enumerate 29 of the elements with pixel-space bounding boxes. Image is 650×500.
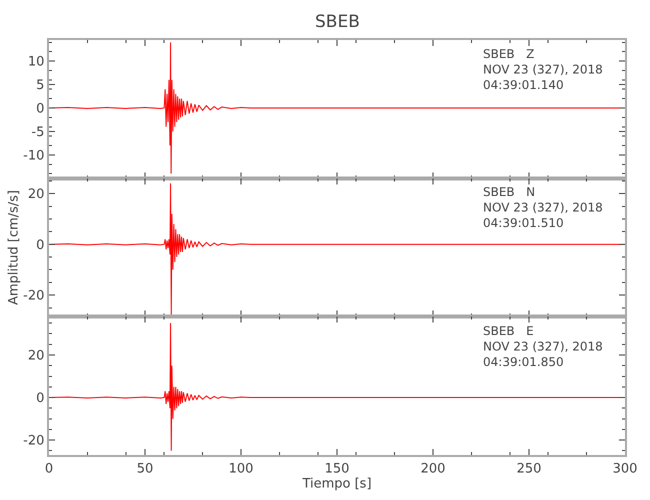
x-tick-label: 150 [324,462,350,477]
chart-title: SBEB [315,12,360,32]
annotation: NOV 23 (327), 2018 [483,200,603,215]
annotation: SBEB E [483,324,534,338]
x-tick-label: 50 [136,462,154,477]
x-tick-label: 200 [420,462,446,477]
annotation: SBEB Z [483,47,534,61]
y-tick-label: 5 [36,78,44,94]
annotation: 04:39:01.140 [483,78,564,92]
y-tick-label: 20 [28,187,44,202]
y-tick-label: 10 [28,54,44,70]
y-tick-label: 20 [28,348,44,364]
annotation: SBEB N [483,185,536,199]
annotation: 04:39:01.850 [483,355,564,370]
x-tick-label: 300 [612,462,638,477]
annotation: NOV 23 (327), 2018 [483,340,603,354]
y-tick-label: 0 [36,391,44,406]
y-tick-label: -20 [23,288,44,304]
y-tick-label: -20 [23,434,44,449]
y-axis-title: Amplitud [cm/s/s] [6,190,22,306]
y-tick-label: -5 [31,124,44,140]
x-tick-label: 100 [228,462,254,477]
x-tick-label: 250 [516,462,542,477]
y-tick-label: -10 [23,148,44,164]
y-tick-label: 0 [36,238,44,253]
y-tick-label: 0 [36,102,44,117]
annotation: NOV 23 (327), 2018 [483,62,603,77]
annotation: 04:39:01.510 [483,216,564,230]
x-axis-title: Tiempo [s] [301,476,372,492]
